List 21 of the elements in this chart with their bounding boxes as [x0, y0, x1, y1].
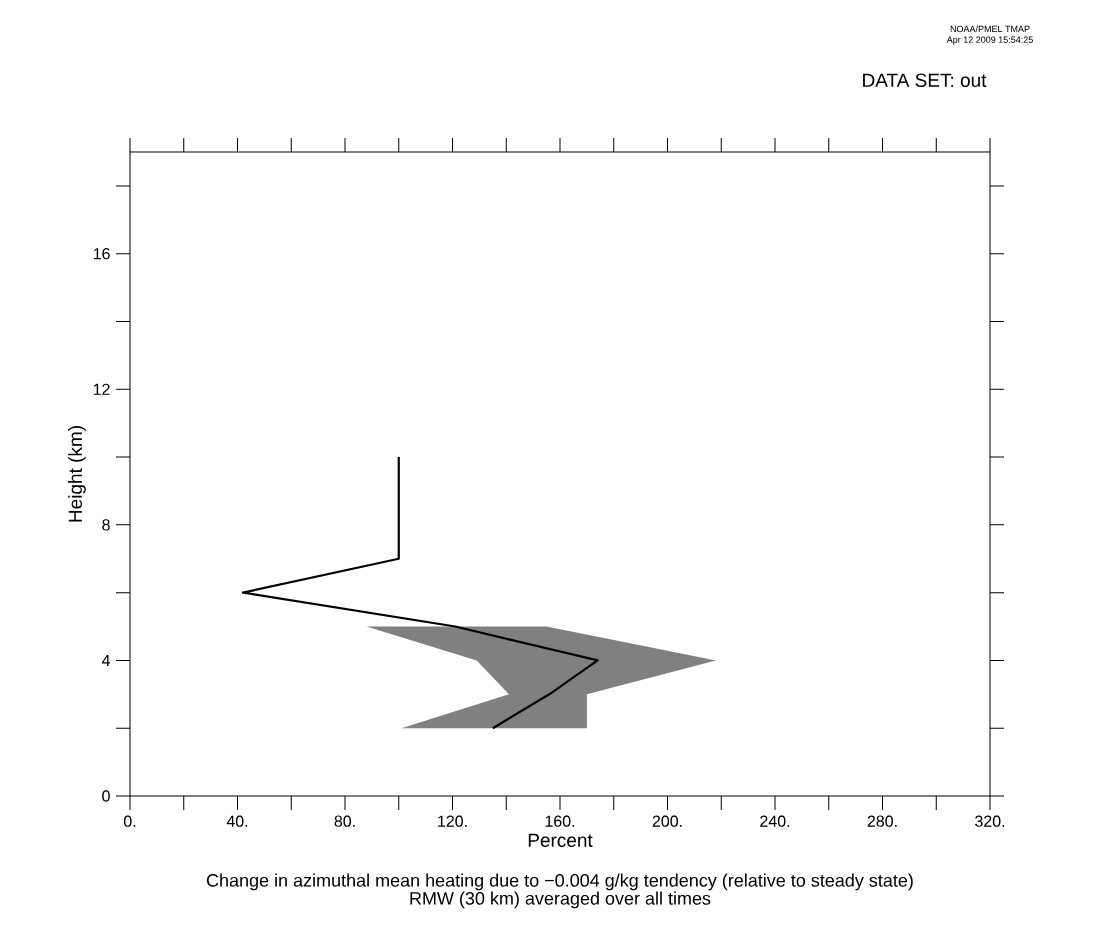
y-tick-label: 4 [101, 654, 110, 666]
x-axis-title: Percent [528, 833, 593, 847]
text: NOAA/PMEL TMAP [950, 25, 1030, 33]
y-axis-title: Height (km) [68, 426, 86, 522]
text: Apr 12 2009 15:54:25 [946, 36, 1033, 45]
x-tick-label: 80. [334, 815, 355, 827]
y-tick-label: 8 [102, 519, 110, 531]
x-tick-label: 0. [123, 815, 136, 827]
x-tick-label: 160. [545, 815, 575, 827]
text: RMW (30 km) averaged over all times [410, 891, 711, 909]
x-tick-label: 280. [867, 815, 897, 827]
x-tick-label: 120. [438, 815, 467, 827]
x-tick-label: 320. [975, 815, 1005, 827]
text: DATA SET: out [863, 73, 987, 87]
x-tick-label: 240. [760, 815, 790, 827]
text: Change in azimuthal mean heating due to −0.004 g/kg tendency (relative to steady state) [206, 873, 913, 891]
y-tick-label: 12 [93, 383, 110, 395]
x-tick-label: 40. [226, 815, 248, 827]
x-tick-label: 200. [652, 815, 682, 827]
y-tick-label: 16 [93, 248, 110, 260]
y-tick-label: 0 [102, 790, 110, 802]
